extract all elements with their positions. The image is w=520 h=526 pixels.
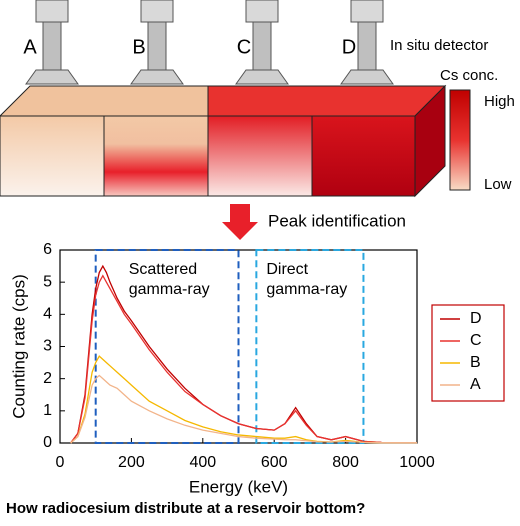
x-tick-label: 200 [118,454,145,471]
region-label: gamma-ray [129,281,210,298]
detector-base [25,69,79,85]
detector-base [235,69,289,85]
region-box [255,249,365,444]
detector-base [340,69,394,85]
detector-column [357,21,377,71]
detector-head [35,0,69,23]
scale-low: Low [484,176,512,193]
x-tick-label: 600 [261,454,288,471]
detectors [25,0,394,85]
chart: 0 200 400 600 800 1000 0 1 2 3 4 5 6 Energy (keV) Coun… [9,241,505,496]
site-label: D [342,36,356,58]
legend-label: B [470,354,481,371]
series-line [70,355,417,444]
series-line [70,374,417,444]
y-tick-label: 6 [43,241,52,258]
y-axis-label: Counting rate (cps) [9,274,28,419]
y-tick-label: 3 [43,338,52,355]
legend-label: A [470,376,481,393]
site-label: B [132,36,145,58]
scale-bar [449,89,471,191]
detector-column [42,21,62,71]
y-tick-label: 0 [43,434,52,451]
legend-label: D [470,310,482,327]
y-tick-label: 5 [43,273,52,290]
legend-label: C [470,332,482,349]
caption: How radiocesium distribute at a reservoi… [6,500,365,517]
y-tick-label: 1 [43,402,52,419]
soil-blocks [0,84,447,198]
series-line [70,274,417,444]
arrow [222,204,258,240]
x-axis-label: Energy (keV) [189,477,288,496]
x-tick-label: 0 [56,454,65,471]
detector-label: In situ detector [390,37,488,54]
region-label: Scattered [129,261,197,278]
x-tick-label: 800 [332,454,359,471]
scale-title: Cs conc. [440,67,498,84]
x-tick-label: 1000 [399,454,435,471]
detector-head [350,0,384,23]
y-tick-label: 2 [43,370,52,387]
detector-head [245,0,279,23]
region-label: gamma-ray [266,281,347,298]
detector-column [252,21,272,71]
site-label: C [237,36,251,58]
region-label: Direct [266,261,308,278]
site-label: A [23,36,37,58]
detector-head [140,0,174,23]
x-tick-label: 400 [189,454,216,471]
y-tick-label: 4 [43,306,52,323]
scale-high: High [484,93,515,110]
detector-base [130,69,184,85]
step-label: Peak identification [268,211,406,230]
detector-column [147,21,167,71]
region-box [94,249,240,444]
series-line [70,264,417,444]
